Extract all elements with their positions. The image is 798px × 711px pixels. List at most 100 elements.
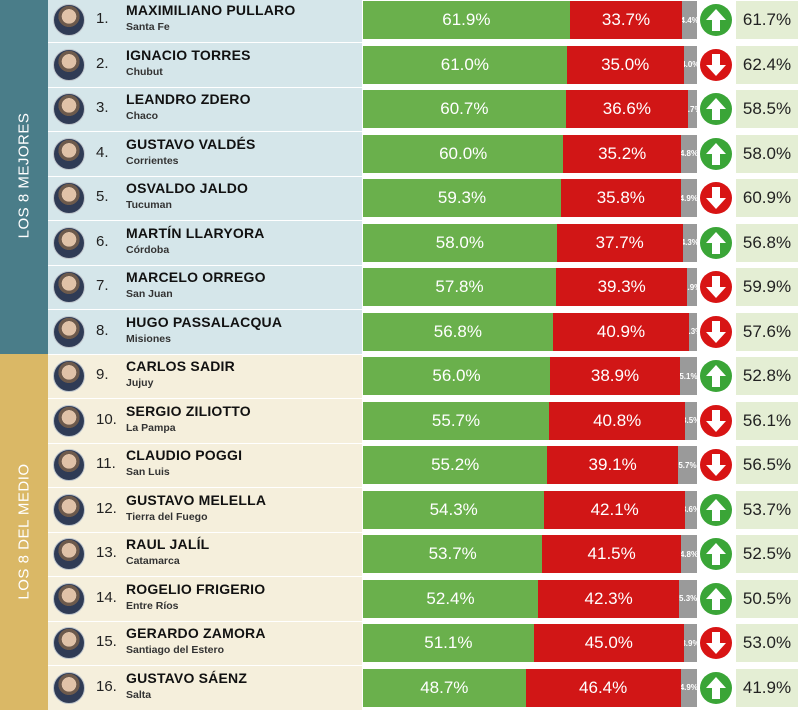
- approve-segment: 60.7%: [363, 90, 566, 128]
- governor-name: RAUL JALÍL: [126, 536, 210, 552]
- arrow-down-icon: [700, 627, 732, 659]
- trend-cell: [697, 312, 735, 351]
- other-segment: 3.6%: [684, 490, 697, 529]
- previous-value: 53.7%: [742, 499, 792, 519]
- approve-segment: 59.3%: [363, 179, 562, 217]
- governor-name: HUGO PASSALACQUA: [126, 313, 283, 330]
- table-row: 2. IGNACIO TORRES Chubut 61.0%35.0%4.0% 62.4…: [0, 43, 798, 88]
- stacked-bar: 52.4% 42.3% 5.3%: [363, 579, 697, 618]
- arrow-up-icon: [700, 360, 732, 392]
- table-row: 14. ROGELIO FRIGERIO Entre Ríos 52.4% 42.3% 5…: [0, 577, 798, 622]
- province-name: San Luis: [126, 466, 170, 478]
- disapprove-segment: 35.0%: [566, 45, 684, 84]
- table-row: 7. MARCELO ORREGO San Juan 57.8%39.3%2.9% 59…: [0, 265, 798, 310]
- table-row: 9. CARLOS SADIR Jujuy 56.0% 38.9% 5.1% 52.8%: [0, 354, 798, 399]
- arrow-down-icon: [700, 48, 732, 81]
- other-segment: 4.8%: [680, 134, 697, 173]
- disapprove-segment: 45.0%: [533, 624, 684, 662]
- table-row: 3. LEANDRO ZDERO Chaco 60.7%36.6%2.7% 58.5%: [0, 87, 798, 132]
- rank-number: 4.: [96, 143, 109, 161]
- province-name: Misiones: [126, 332, 171, 345]
- governor-name: GUSTAVO SÁENZ: [126, 669, 248, 686]
- row-divider: [48, 42, 798, 43]
- trend-cell: [697, 535, 735, 573]
- disapprove-segment: 41.5%: [542, 535, 681, 573]
- previous-value: 58.5%: [742, 99, 792, 118]
- disapprove-segment: 37.7%: [556, 223, 683, 262]
- table-row: 4. GUSTAVO VALDÉS Corrientes 60.0% 35.2% 4.8%…: [0, 132, 798, 177]
- rank-number: 9.: [96, 366, 109, 383]
- avatar: [53, 137, 85, 170]
- table-row: 12. GUSTAVO MELELLA Tierra del Fuego 54.3% 4…: [0, 488, 798, 533]
- other-segment: 2.7%: [687, 90, 697, 128]
- stacked-bar: 58.0%37.7%4.3%: [363, 223, 697, 262]
- row-divider: [48, 175, 798, 177]
- rank-number: 5.: [96, 188, 109, 205]
- trend-cell: [697, 446, 735, 484]
- rank-number: 12.: [96, 499, 117, 517]
- disapprove-segment: 33.7%: [569, 1, 683, 39]
- arrow-up-icon: [700, 671, 732, 704]
- province-name: Santa Fe: [126, 21, 170, 33]
- table-row: 8. HUGO PASSALACQUA Misiones 56.8%40.9%2.3%…: [0, 310, 798, 355]
- province-name: Entre Ríos: [126, 599, 179, 612]
- disapprove-segment: 40.8%: [549, 401, 686, 440]
- governor-name: MAXIMILIANO PULLARO: [126, 2, 296, 18]
- previous-cell: 41.9%: [736, 668, 798, 707]
- approve-segment: 53.7%: [363, 535, 543, 573]
- row-divider: [48, 264, 798, 266]
- governor-name: MARCELO ORREGO: [126, 269, 266, 285]
- rank-number: 6.: [96, 232, 109, 250]
- trend-cell: [697, 134, 735, 173]
- previous-cell: 53.0%: [736, 624, 798, 662]
- approve-segment: 48.7%: [363, 668, 526, 707]
- approve-segment: 61.9%: [363, 1, 570, 39]
- arrow-up-icon: [700, 226, 732, 259]
- avatar: [53, 582, 85, 615]
- trend-cell: [697, 1, 735, 39]
- previous-value: 60.9%: [742, 188, 792, 207]
- avatar: [53, 449, 85, 481]
- avatar: [53, 493, 85, 526]
- trend-cell: [697, 179, 735, 217]
- governor-name: CARLOS SADIR: [126, 358, 235, 374]
- province-name: Salta: [126, 688, 152, 701]
- avatar: [53, 4, 85, 36]
- province-name: Córdoba: [126, 243, 170, 256]
- approve-segment: 55.7%: [363, 401, 550, 440]
- rank-number: 8.: [96, 321, 109, 339]
- rank-number: 16.: [96, 677, 117, 695]
- row-divider: [48, 665, 798, 666]
- avatar: [53, 404, 85, 437]
- arrow-down-icon: [700, 449, 732, 481]
- other-segment: 2.9%: [687, 268, 697, 306]
- previous-value: 41.9%: [742, 677, 792, 697]
- row-divider: [48, 353, 798, 355]
- approve-segment: 52.4%: [363, 579, 539, 618]
- stacked-bar: 55.2% 39.1% 5.7%: [363, 446, 697, 484]
- row-divider: [48, 620, 798, 622]
- governor-name: SERGIO ZILIOTTO: [126, 402, 251, 419]
- arrow-up-icon: [700, 137, 732, 170]
- approve-segment: 51.1%: [363, 624, 534, 662]
- previous-cell: 59.9%: [736, 268, 798, 306]
- rank-number: 2.: [96, 54, 109, 72]
- disapprove-segment: 35.2%: [563, 134, 681, 173]
- province-name: San Juan: [126, 288, 173, 300]
- approve-segment: 54.3%: [363, 490, 545, 529]
- stacked-bar: 60.0% 35.2% 4.8%: [363, 134, 697, 173]
- previous-cell: 61.7%: [736, 1, 798, 39]
- disapprove-segment: 40.9%: [552, 312, 690, 351]
- approve-segment: 55.2%: [363, 446, 548, 484]
- stacked-bar: 59.3% 35.8% 4.9%: [363, 179, 697, 217]
- row-divider: [48, 309, 798, 310]
- arrow-down-icon: [700, 404, 732, 437]
- trend-cell: [697, 45, 735, 84]
- disapprove-segment: 38.9%: [550, 357, 680, 395]
- row-divider: [48, 442, 798, 444]
- previous-cell: 52.5%: [736, 535, 798, 573]
- governor-name: LEANDRO ZDERO: [126, 91, 251, 107]
- table-row: 15. GERARDO ZAMORA Santiago del Estero 51.1…: [0, 621, 798, 666]
- approve-segment: 56.8%: [363, 312, 553, 351]
- other-segment: 5.7%: [677, 446, 697, 484]
